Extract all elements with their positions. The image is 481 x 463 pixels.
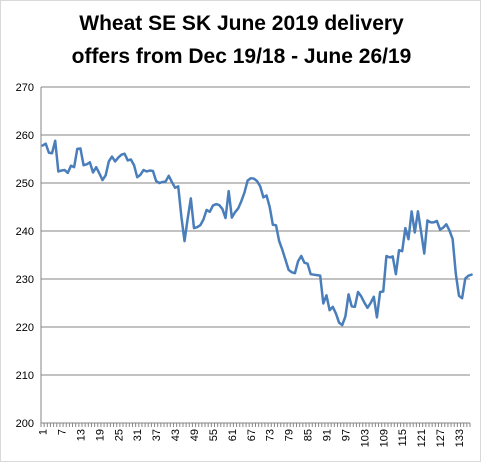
x-tick-label: 43 [170,429,182,441]
x-tick-label: 97 [340,429,352,441]
x-tick-label: 19 [94,429,106,441]
x-tick-label: 79 [284,429,296,441]
x-tick-label: 115 [397,429,409,447]
x-tick-label: 13 [75,429,87,441]
x-tick-label: 121 [416,429,428,447]
x-tick-label: 103 [359,429,371,447]
x-tick-label: 133 [454,429,466,447]
series-line [41,139,473,327]
x-tick-label: 7 [57,429,69,435]
x-tick-label: 49 [189,429,201,441]
y-tick-label: 210 [16,370,34,382]
chart-title-line-1: Wheat SE SK June 2019 delivery [79,12,404,35]
y-tick-label: 220 [16,322,34,334]
x-tick-label: 67 [246,429,258,441]
x-tick-label: 91 [321,429,333,441]
x-tick-label: 1 [38,429,50,435]
x-tick-label: 25 [113,429,125,441]
y-tick-label: 270 [16,82,34,94]
x-tick-label: 85 [303,429,315,441]
y-tick-label: 200 [16,418,34,430]
x-tick-label: 61 [227,429,239,441]
x-tick-label: 31 [132,429,144,441]
x-tick-label: 127 [435,429,447,447]
chart-title-line-2: offers from Dec 19/18 - June 26/19 [71,45,412,68]
y-tick-label: 250 [16,178,34,190]
x-tick-label: 55 [208,429,220,441]
x-tick-label: 73 [265,429,277,441]
y-tick-label: 260 [16,130,34,142]
y-tick-label: 240 [16,226,34,238]
x-tick-label: 37 [151,429,163,441]
x-tick-label: 109 [378,429,390,447]
y-tick-label: 230 [16,274,34,286]
